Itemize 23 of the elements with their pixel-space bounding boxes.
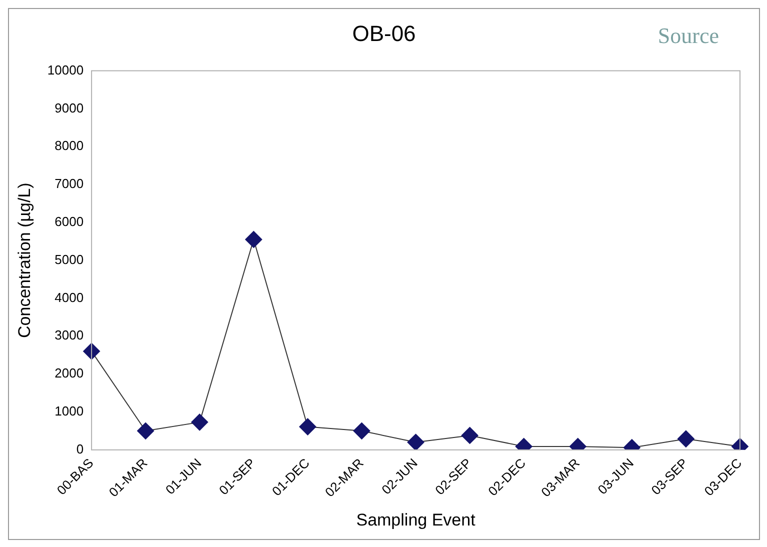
- point: [191, 414, 208, 431]
- y-axis-title: Concentration (µg/L): [14, 182, 34, 338]
- point: [461, 426, 478, 444]
- y-tick-label: 8000: [54, 138, 84, 154]
- text: Source: [658, 23, 719, 49]
- y-tick-label: 6000: [54, 214, 84, 229]
- y-tick-label: 1000: [54, 404, 84, 419]
- y-tick-label: 7000: [54, 176, 84, 192]
- y-tick-label: 9000: [54, 100, 84, 116]
- point: [137, 422, 154, 440]
- chart-title: OB-06: [352, 21, 416, 46]
- y-tick-label: 2000: [54, 366, 84, 381]
- point: [677, 430, 694, 448]
- y-tick-label: 10000: [47, 62, 84, 78]
- y-tick-label: 0: [76, 441, 84, 456]
- y-tick-label: 3000: [54, 328, 84, 343]
- y-tick-label: 5000: [54, 252, 84, 267]
- point: [299, 418, 316, 436]
- point: [407, 434, 424, 450]
- y-tick-label: 4000: [54, 290, 84, 305]
- point: [353, 422, 370, 440]
- x-axis-title: Sampling Event: [356, 510, 476, 530]
- point: [245, 230, 262, 248]
